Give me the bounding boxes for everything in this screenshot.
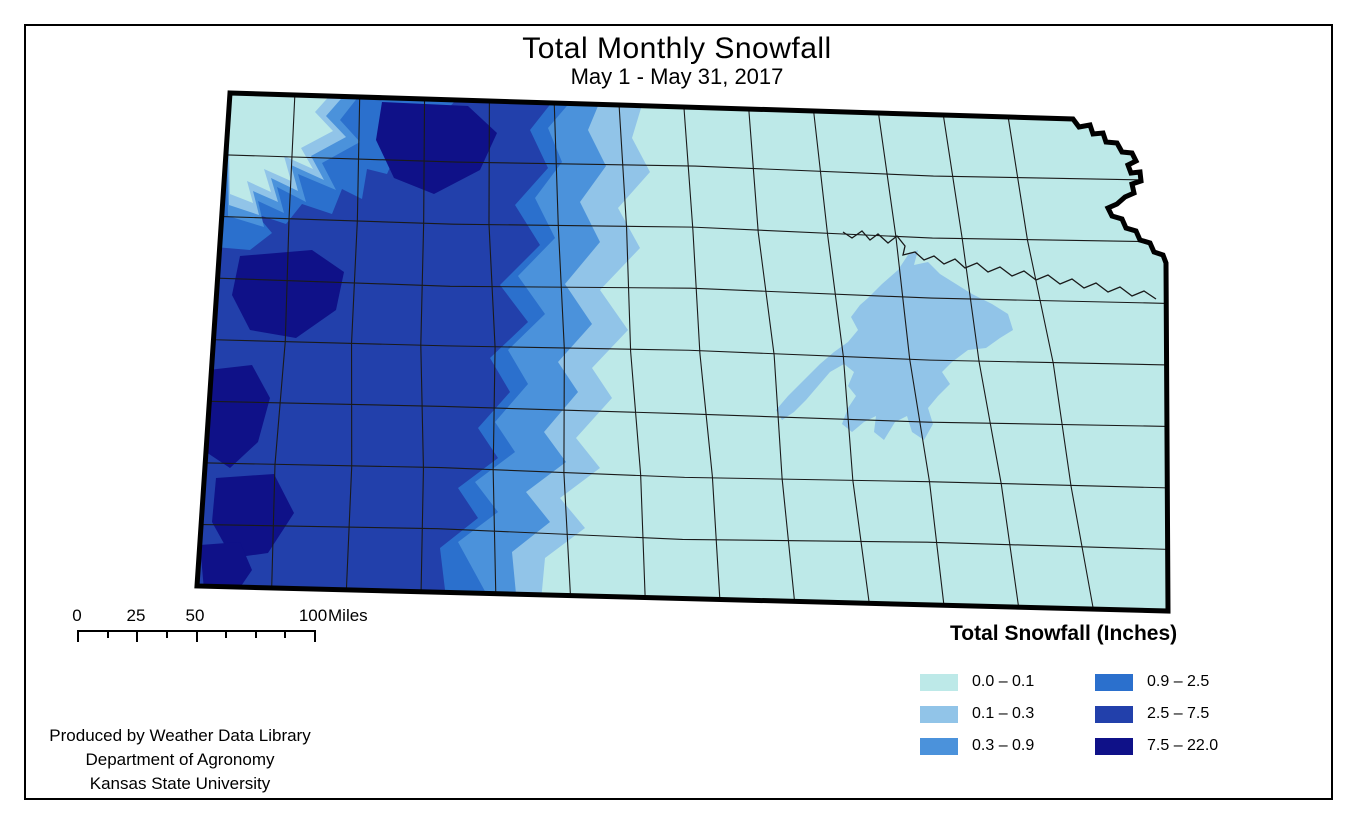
legend-title: Total Snowfall (Inches) bbox=[950, 622, 1178, 645]
legend-label: 0.9 – 2.5 bbox=[1147, 673, 1210, 690]
scale-label-100: 100 bbox=[298, 606, 328, 625]
scale-tick bbox=[195, 630, 198, 642]
legend-label: 0.1 – 0.3 bbox=[972, 705, 1035, 722]
legend-item: 0.1 – 0.3 bbox=[920, 698, 1095, 730]
snowfall-zones bbox=[197, 93, 1013, 611]
river-boundary bbox=[842, 230, 1157, 300]
scale-label-0: 0 bbox=[72, 606, 82, 625]
legend-item: 2.5 – 7.5 bbox=[1095, 698, 1265, 730]
scale-tick bbox=[314, 630, 316, 642]
scale-unit-label: Miles bbox=[328, 606, 368, 625]
state-outline bbox=[194, 90, 1171, 614]
scale-tick bbox=[284, 630, 287, 638]
scale-label-50: 50 bbox=[185, 606, 205, 625]
scale-tick bbox=[77, 630, 79, 642]
scale-bar: 0 25 50 100 Miles bbox=[60, 606, 390, 651]
map-title: Total Monthly Snowfall bbox=[522, 32, 832, 65]
legend-item: 0.9 – 2.5 bbox=[1095, 666, 1265, 698]
scale-label-25: 25 bbox=[126, 606, 146, 625]
credits: Produced by Weather Data Library Departm… bbox=[30, 724, 330, 796]
scale-tick bbox=[254, 630, 257, 638]
legend-swatch-0.0-0.1 bbox=[920, 673, 958, 691]
legend-label: 0.3 – 0.9 bbox=[972, 737, 1035, 754]
legend-swatch-2.5-7.5 bbox=[1095, 705, 1133, 723]
county-boundaries bbox=[197, 94, 1168, 610]
legend-label: 0.0 – 0.1 bbox=[972, 673, 1035, 690]
credits-line: Department of Agronomy bbox=[85, 750, 275, 769]
scale-tick bbox=[225, 630, 228, 638]
credits-line: Produced by Weather Data Library bbox=[49, 726, 311, 745]
credits-line: Kansas State University bbox=[89, 774, 271, 793]
legend-swatch-0.1-0.3 bbox=[920, 705, 958, 723]
legend-label: 7.5 – 22.0 bbox=[1147, 737, 1219, 754]
legend-item: 0.0 – 0.1 bbox=[920, 666, 1095, 698]
legend-swatch-0.9-2.5 bbox=[1095, 673, 1133, 691]
scale-tick bbox=[165, 630, 168, 638]
legend-swatch-7.5-22.0 bbox=[1095, 737, 1133, 755]
legend-label: 2.5 – 7.5 bbox=[1147, 705, 1210, 722]
legend-grid: 0.0 – 0.1 0.1 – 0.3 0.3 – 0.9 0.9 – 2.5 … bbox=[920, 666, 1265, 762]
scale-tick bbox=[136, 630, 139, 642]
legend-item: 7.5 – 22.0 bbox=[1095, 730, 1265, 762]
scale-tick bbox=[106, 630, 109, 638]
legend-swatch-0.3-0.9 bbox=[920, 737, 958, 755]
legend-item: 0.3 – 0.9 bbox=[920, 730, 1095, 762]
map-subtitle: May 1 - May 31, 2017 bbox=[570, 64, 784, 89]
legend: Total Snowfall (Inches) 0.0 – 0.1 0.1 – … bbox=[920, 622, 1265, 762]
